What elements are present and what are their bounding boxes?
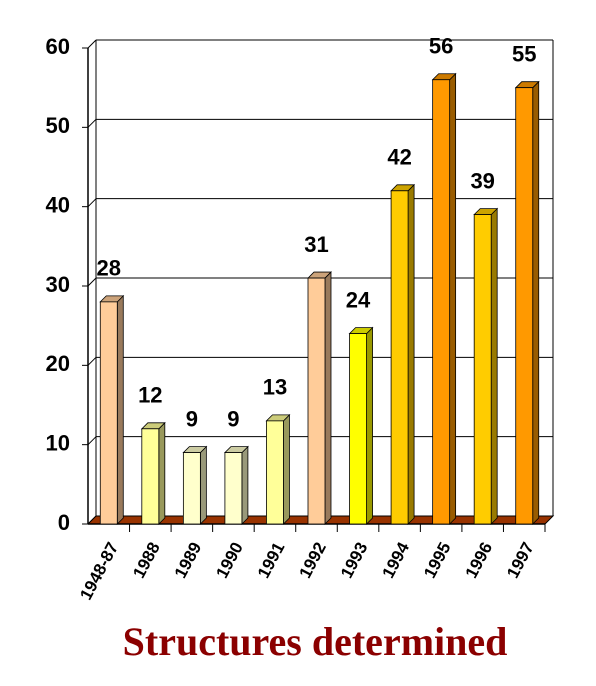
bar [515, 87, 534, 525]
grid-line [87, 118, 97, 128]
x-tick-label: 1990 [212, 539, 247, 581]
x-tick-label: 1993 [337, 539, 372, 581]
y-tick-label: 60 [46, 34, 70, 59]
x-tick-label: 1988 [129, 539, 164, 581]
y-tick-label: 10 [46, 430, 70, 455]
bar [99, 301, 118, 525]
x-tick-label: 1989 [171, 539, 206, 581]
y-tick-label: 50 [46, 113, 70, 138]
bar-side [490, 207, 498, 525]
bar-side [283, 413, 290, 525]
x-tick-label: 1996 [462, 539, 497, 581]
value-label: 39 [470, 168, 494, 193]
grid-line [87, 356, 97, 366]
grid-line [87, 39, 97, 49]
value-label: 13 [263, 375, 287, 400]
value-label: 28 [97, 256, 121, 281]
x-tick-label: 1991 [254, 539, 289, 581]
bar [432, 79, 451, 525]
x-axis-title: Structures determined [123, 619, 508, 664]
grid-line [87, 277, 97, 287]
x-tick-label: 1997 [503, 539, 538, 581]
value-label: 24 [346, 287, 371, 312]
x-tick-label: 1994 [379, 539, 414, 582]
bar [266, 420, 284, 525]
value-label: 55 [512, 41, 536, 66]
bar-side [532, 80, 540, 525]
bar [141, 428, 160, 525]
bar [307, 277, 326, 525]
value-label: 9 [227, 406, 239, 431]
y-tick-label: 30 [46, 272, 70, 297]
x-tick-label: 1992 [295, 539, 330, 581]
bar-side [366, 326, 373, 525]
bar [224, 452, 243, 525]
bar [349, 333, 367, 525]
bar [390, 190, 409, 525]
x-tick-label: 1948-87 [76, 539, 122, 603]
bar-side [241, 445, 249, 525]
grid-line [87, 198, 97, 208]
y-tick-label: 0 [58, 510, 70, 535]
bar-side [324, 271, 332, 525]
y-tick-label: 20 [46, 351, 70, 376]
value-label: 9 [186, 406, 198, 431]
bar [473, 214, 492, 525]
value-label: 42 [387, 145, 411, 170]
y-tick-label: 40 [46, 192, 70, 217]
bar-side [199, 445, 207, 525]
value-label: 12 [138, 383, 162, 408]
bar-side [158, 421, 166, 525]
grid-line [87, 436, 97, 446]
value-label: 31 [304, 232, 328, 257]
bar-side [407, 183, 415, 525]
value-label: 56 [429, 34, 453, 59]
bar-side [449, 72, 457, 525]
bar-side [116, 294, 124, 525]
bar [182, 452, 201, 525]
x-tick-label: 1995 [420, 539, 455, 581]
